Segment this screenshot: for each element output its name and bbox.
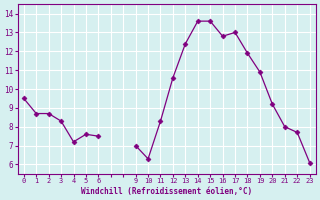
X-axis label: Windchill (Refroidissement éolien,°C): Windchill (Refroidissement éolien,°C) xyxy=(81,187,252,196)
